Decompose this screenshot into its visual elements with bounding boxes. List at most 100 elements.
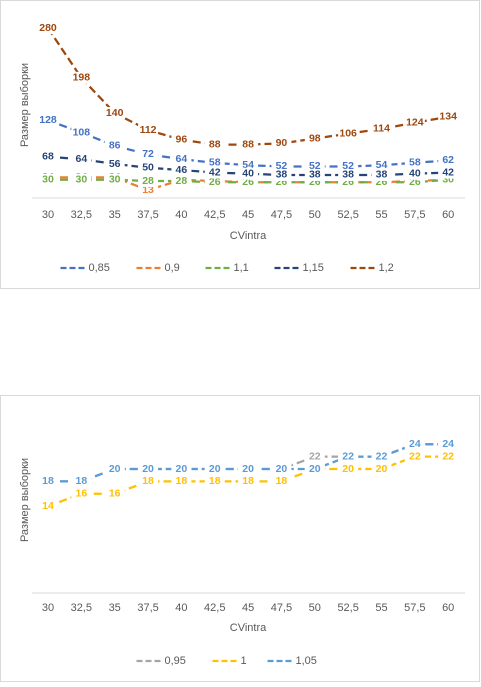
- label-bg: [338, 463, 359, 475]
- x-tick-label: 42,5: [204, 209, 225, 221]
- label-bg: [138, 148, 159, 161]
- x-tick-label: 47,5: [271, 602, 292, 614]
- label-bg: [171, 175, 192, 188]
- label-bg: [238, 138, 259, 151]
- data-label: 38: [309, 169, 321, 181]
- label-bg: [104, 173, 125, 186]
- data-label: 112: [140, 124, 157, 136]
- data-label: 26: [309, 176, 321, 188]
- label-bg: [438, 438, 459, 451]
- x-tick-label: 57,5: [404, 602, 425, 614]
- data-label: 30: [442, 174, 454, 186]
- label-bg: [138, 124, 159, 137]
- label-bg: [238, 167, 259, 180]
- data-label: 20: [209, 463, 221, 475]
- label-bg: [304, 168, 325, 181]
- label-bg: [71, 126, 92, 139]
- data-label: 20: [109, 463, 121, 475]
- data-label: 64: [76, 153, 88, 165]
- data-label: 58: [409, 157, 421, 169]
- x-tick-label: 52,5: [337, 209, 358, 221]
- x-tick-label: 52,5: [337, 602, 358, 614]
- label-bg: [71, 173, 92, 186]
- data-label: 18: [42, 475, 54, 487]
- x-tick-label: 45: [242, 602, 254, 614]
- data-label: 40: [242, 168, 254, 180]
- label-bg: [138, 475, 159, 488]
- data-label: 46: [176, 164, 188, 176]
- x-tick-label: 37,5: [137, 602, 158, 614]
- label-bg: [38, 150, 58, 163]
- data-label: 54: [376, 159, 388, 171]
- label-bg: [438, 154, 459, 167]
- data-label: 18: [76, 475, 88, 487]
- data-label: 28: [142, 175, 154, 187]
- legend-label: 1,15: [303, 262, 324, 274]
- data-label: 96: [176, 134, 188, 146]
- data-label: 62: [442, 154, 454, 166]
- x-tick-label: 50: [309, 602, 321, 614]
- label-bg: [338, 450, 359, 463]
- data-label: 22: [309, 450, 321, 462]
- y-axis-title: Размер выборки: [19, 63, 31, 147]
- label-bg: [104, 463, 125, 475]
- x-tick-label: 45: [242, 209, 254, 221]
- x-axis-title: CVintra: [230, 230, 267, 242]
- data-label: 18: [209, 475, 221, 487]
- data-label: 28: [176, 175, 188, 187]
- label-bg: [104, 158, 125, 171]
- data-label: 30: [42, 174, 54, 186]
- data-label: 114: [373, 123, 390, 135]
- x-tick-label: 37,5: [137, 209, 158, 221]
- data-label: 124: [406, 117, 424, 129]
- data-label: 18: [142, 475, 154, 487]
- label-bg: [271, 168, 292, 181]
- x-tick-label: 60: [442, 602, 454, 614]
- data-label: 20: [276, 463, 288, 475]
- label-bg: [271, 137, 292, 150]
- data-label: 54: [242, 159, 254, 171]
- x-tick-label: 32,5: [71, 602, 92, 614]
- label-bg: [38, 500, 58, 513]
- label-bg: [371, 159, 392, 172]
- data-label: 24: [409, 438, 421, 450]
- data-label: 68: [42, 151, 54, 163]
- label-bg: [71, 153, 92, 166]
- x-tick-label: 32,5: [71, 209, 92, 221]
- data-label: 22: [409, 450, 421, 462]
- label-bg: [204, 138, 225, 151]
- label-bg: [404, 116, 425, 129]
- data-label: 64: [176, 153, 188, 165]
- data-label: 88: [209, 138, 221, 150]
- label-bg: [404, 438, 425, 451]
- data-label: 86: [109, 140, 121, 152]
- x-tick-label: 35: [109, 602, 121, 614]
- label-bg: [438, 110, 459, 123]
- label-bg: [404, 156, 425, 169]
- label-bg: [371, 463, 392, 475]
- label-bg: [71, 71, 92, 84]
- legend-label: 1,05: [296, 655, 317, 667]
- data-label: 18: [242, 475, 254, 487]
- data-label: 16: [109, 488, 121, 500]
- label-bg: [371, 168, 392, 181]
- data-label: 38: [376, 169, 388, 181]
- label-bg: [71, 487, 92, 500]
- data-label: 18: [276, 475, 288, 487]
- label-bg: [438, 450, 459, 463]
- label-bg: [404, 167, 425, 180]
- label-bg: [104, 139, 125, 152]
- chart-frame: [0, 0, 480, 289]
- label-bg: [104, 487, 125, 500]
- data-label: 52: [276, 160, 288, 172]
- label-bg: [171, 153, 192, 166]
- x-tick-label: 30: [42, 602, 54, 614]
- data-label: 90: [276, 137, 288, 149]
- data-label: 24: [442, 438, 454, 450]
- data-label: 20: [142, 463, 154, 475]
- label-bg: [38, 475, 58, 488]
- data-label: 72: [142, 148, 154, 160]
- data-label: 52: [342, 160, 354, 172]
- data-label: 280: [39, 22, 57, 34]
